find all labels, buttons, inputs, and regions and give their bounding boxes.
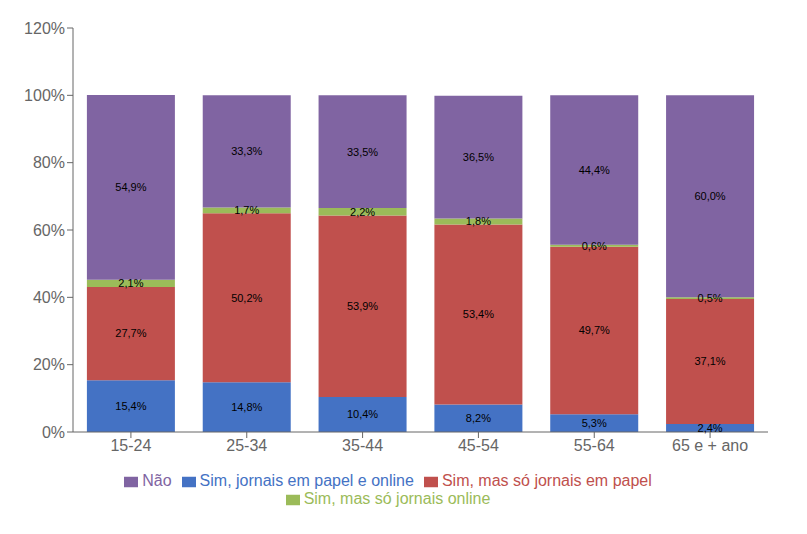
svg-text:60,0%: 60,0% (694, 190, 725, 202)
svg-text:40%: 40% (33, 289, 65, 306)
svg-text:14,8%: 14,8% (231, 401, 262, 413)
html-text:Sim, mas só jornais online: Sim, mas só jornais online (303, 490, 491, 507)
svg-text:2,1%: 2,1% (118, 277, 143, 289)
svg-text:33,3%: 33,3% (231, 145, 262, 157)
svg-text:49,7%: 49,7% (579, 324, 610, 336)
svg-text:1,8%: 1,8% (466, 215, 491, 227)
svg-text:60%: 60% (33, 222, 65, 239)
svg-text:54,9%: 54,9% (115, 181, 146, 193)
svg-text:120%: 120% (24, 20, 65, 37)
html-text:Sim, mas só jornais em papel: Sim, mas só jornais em papel (441, 472, 652, 489)
svg-text:15-24: 15-24 (110, 437, 151, 454)
html-text:Não: Não (142, 472, 172, 489)
svg-text:55-64: 55-64 (574, 437, 615, 454)
svg-text:2,2%: 2,2% (350, 206, 375, 218)
svg-text:0%: 0% (42, 424, 65, 441)
svg-text:53,4%: 53,4% (463, 308, 494, 320)
svg-text:80%: 80% (33, 154, 65, 171)
svg-text:100%: 100% (24, 87, 65, 104)
svg-text:0,6%: 0,6% (582, 240, 607, 252)
svg-text:15,4%: 15,4% (115, 400, 146, 412)
svg-text:33,5%: 33,5% (347, 146, 378, 158)
html-text:Sim, jornais em papel e online: Sim, jornais em papel e online (199, 472, 414, 489)
svg-text:36,5%: 36,5% (463, 151, 494, 163)
svg-text:20%: 20% (33, 356, 65, 373)
svg-text:8,2%: 8,2% (466, 412, 491, 424)
svg-text:50,2%: 50,2% (231, 292, 262, 304)
svg-text:0,5%: 0,5% (698, 292, 723, 304)
svg-text:35-44: 35-44 (342, 437, 383, 454)
svg-text:44,4%: 44,4% (579, 164, 610, 176)
svg-text:37,1%: 37,1% (694, 355, 725, 367)
svg-text:25-34: 25-34 (226, 437, 267, 454)
svg-text:65 e + ano: 65 e + ano (672, 437, 748, 454)
svg-text:2,4%: 2,4% (698, 422, 723, 434)
svg-text:27,7%: 27,7% (115, 327, 146, 339)
svg-text:5,3%: 5,3% (582, 417, 607, 429)
svg-text:10,4%: 10,4% (347, 408, 378, 420)
svg-text:1,7%: 1,7% (234, 204, 259, 216)
svg-text:45-54: 45-54 (458, 437, 499, 454)
svg-text:53,9%: 53,9% (347, 300, 378, 312)
